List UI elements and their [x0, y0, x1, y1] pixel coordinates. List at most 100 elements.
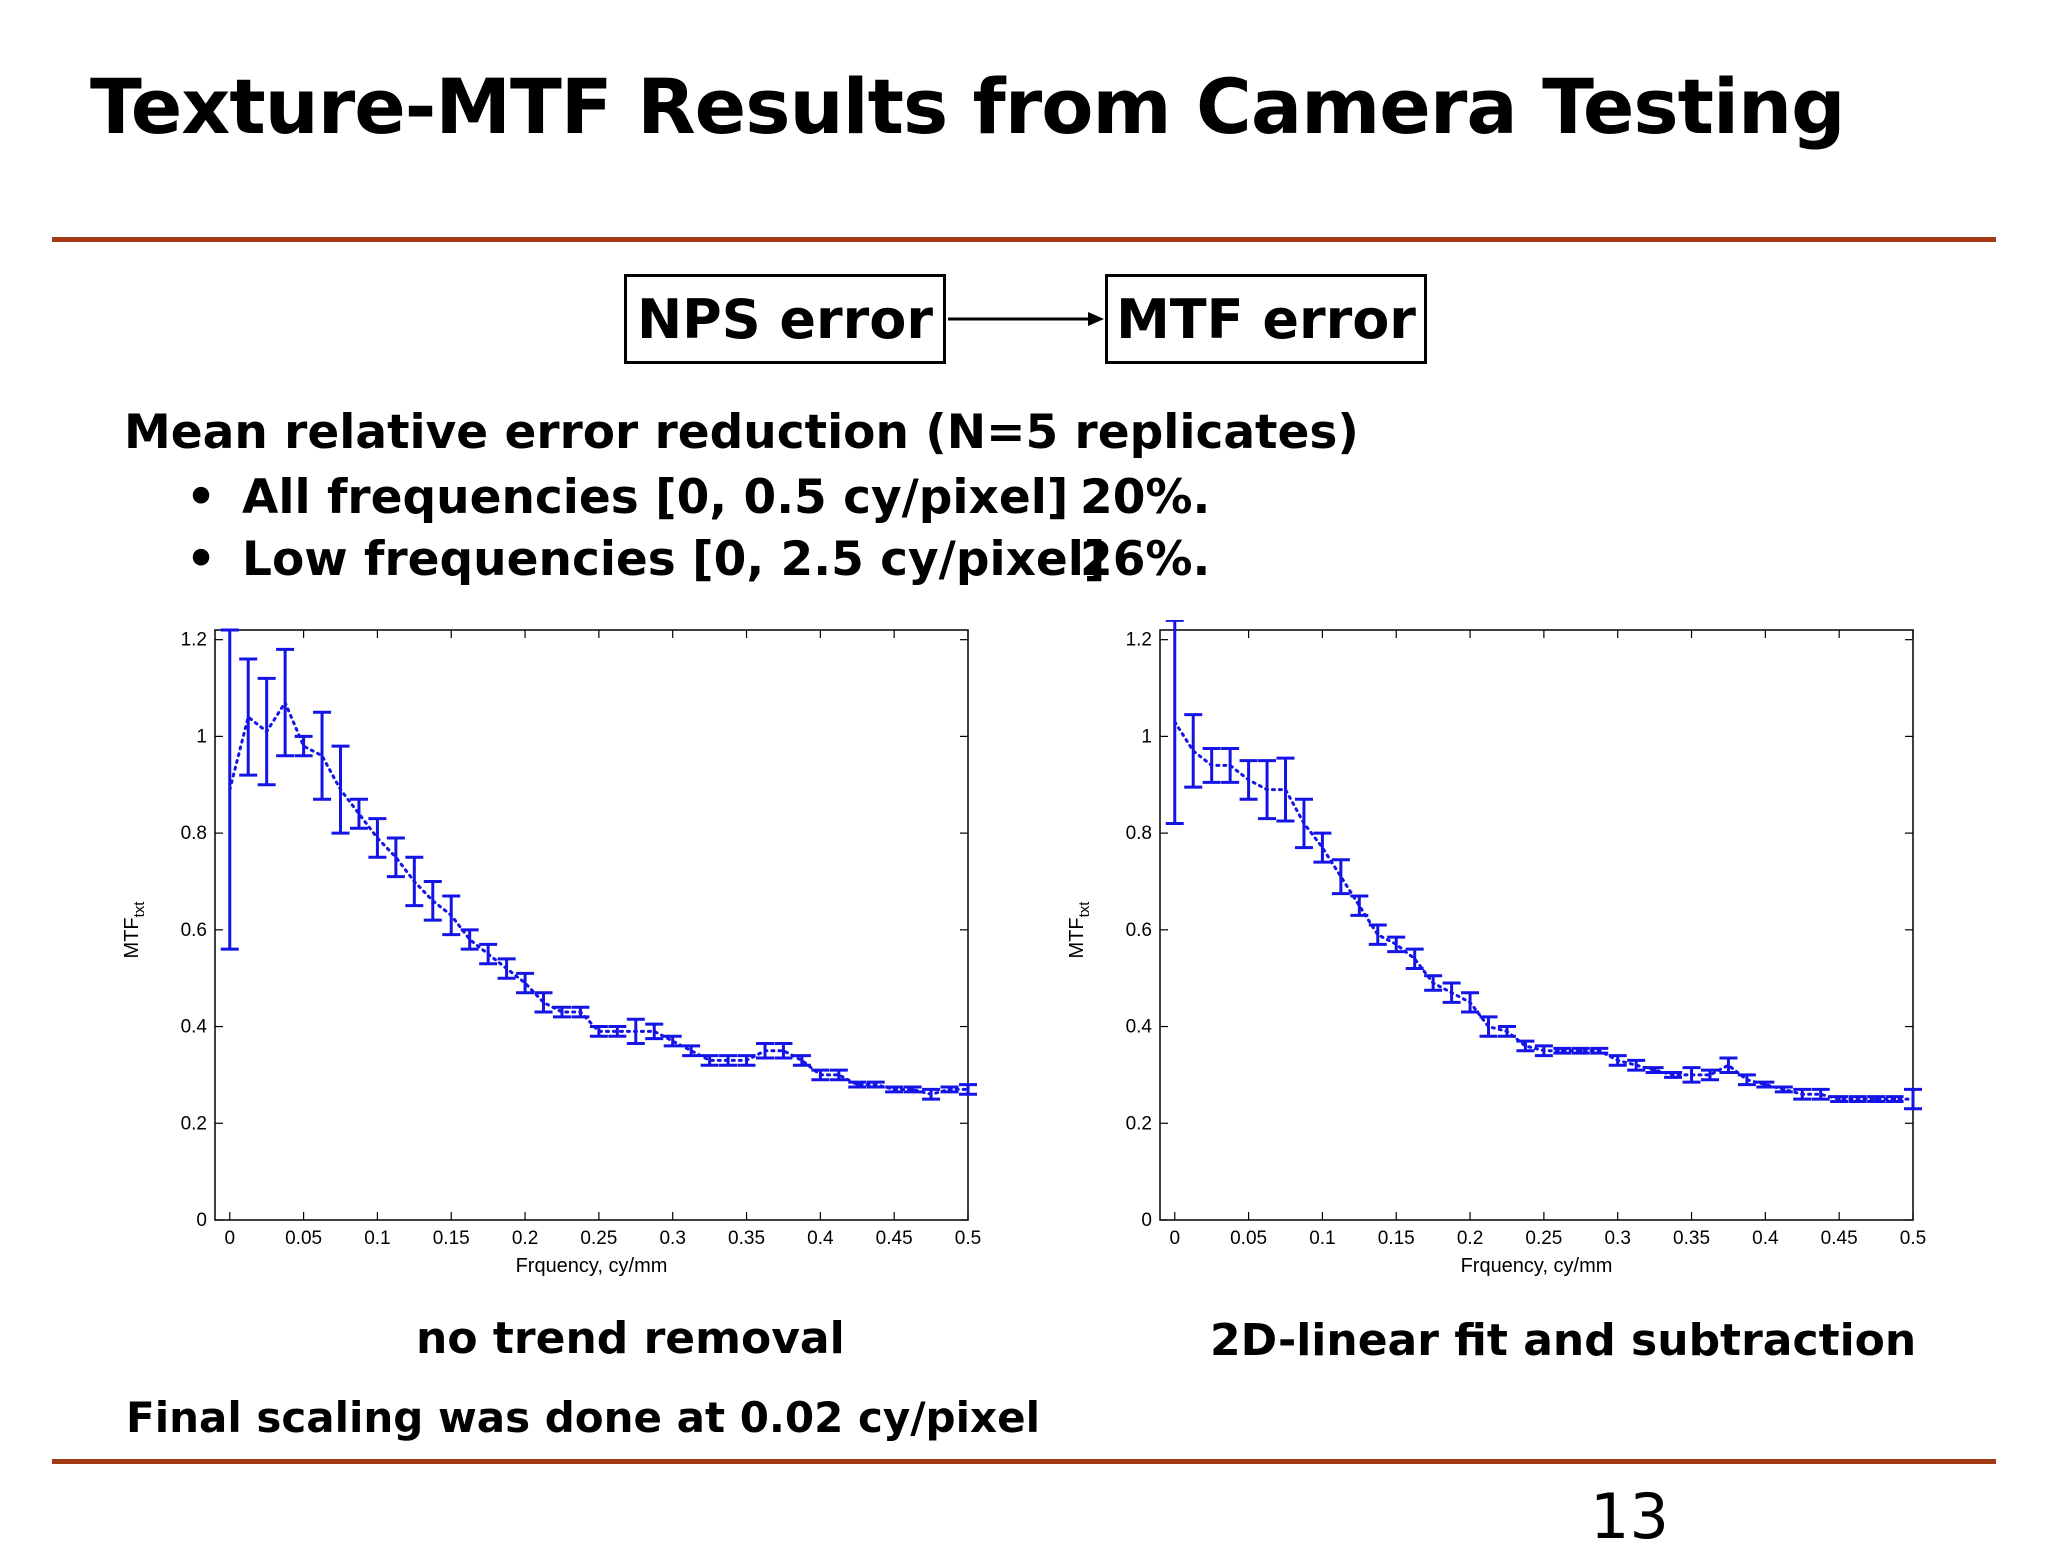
- error-bar: [1830, 1095, 1849, 1104]
- error-bar: [774, 1041, 793, 1060]
- error-bar: [737, 1054, 756, 1067]
- y-tick-label: 1.2: [181, 630, 207, 651]
- bullet-value: 26%.: [1080, 532, 1211, 587]
- y-axis-label-subscript: txt: [1076, 901, 1093, 918]
- error-bar: [1553, 1046, 1572, 1055]
- error-bar: [386, 836, 405, 879]
- y-tick-label: 0.8: [1126, 823, 1152, 844]
- error-bar: [1221, 746, 1240, 784]
- error-bar: [1756, 1080, 1775, 1089]
- error-bar: [792, 1054, 811, 1067]
- error-bar: [460, 928, 479, 951]
- error-bar: [719, 1054, 738, 1067]
- y-tick-label: 0: [196, 1210, 207, 1231]
- error-bar: [700, 1054, 719, 1067]
- error-bar: [1848, 1095, 1867, 1104]
- error-bar: [239, 657, 258, 777]
- error-bar: [1258, 759, 1277, 821]
- bottom-divider: [52, 1459, 1996, 1464]
- error-bar: [866, 1080, 885, 1089]
- error-bar: [940, 1085, 959, 1094]
- flow-arrow-icon: [948, 312, 1104, 326]
- error-bar: [1516, 1039, 1535, 1053]
- y-tick-label: 0.4: [1126, 1017, 1153, 1038]
- x-tick-label: 0.2: [1457, 1228, 1483, 1249]
- error-bar: [885, 1085, 904, 1094]
- plot-frame: [1159, 629, 1914, 1221]
- error-bar: [497, 957, 516, 980]
- error-bar: [405, 855, 424, 908]
- final-scaling-note: Final scaling was done at 0.02 cy/pixel: [126, 1393, 1040, 1442]
- x-tick-label: 0.3: [1604, 1228, 1630, 1249]
- error-bar: [313, 710, 332, 801]
- y-axis-label-main: MTF: [1066, 917, 1088, 958]
- x-tick-label: 0.15: [433, 1228, 470, 1249]
- error-bar: [903, 1085, 922, 1094]
- error-bar: [1608, 1054, 1627, 1067]
- error-bar: [1184, 713, 1203, 789]
- x-tick-label: 0: [224, 1228, 235, 1249]
- error-bar: [1276, 756, 1295, 823]
- error-bar: [663, 1034, 682, 1048]
- y-tick-label: 1.2: [1126, 630, 1152, 651]
- y-tick-label: 0.8: [181, 823, 207, 844]
- x-tick-label: 0.45: [876, 1228, 913, 1249]
- error-bar: [368, 817, 387, 859]
- y-tick-label: 0: [1141, 1210, 1152, 1231]
- x-tick-label: 0.25: [580, 1228, 617, 1249]
- error-bar: [1885, 1095, 1904, 1104]
- error-bar: [829, 1068, 848, 1082]
- error-bar: [1405, 947, 1424, 971]
- y-tick-label: 0.2: [1126, 1113, 1152, 1134]
- error-bar: [1534, 1044, 1553, 1058]
- error-bar: [1424, 974, 1443, 992]
- x-tick-label: 0.5: [1900, 1228, 1926, 1249]
- error-bar: [1590, 1046, 1609, 1055]
- error-bar: [1350, 894, 1369, 917]
- error-bar: [571, 1005, 590, 1019]
- bullet-text: All frequencies [0, 0.5 cy/pixel]: [242, 470, 1069, 525]
- x-tick-label: 0.15: [1378, 1228, 1415, 1249]
- error-bar: [1719, 1056, 1738, 1074]
- error-bar: [1461, 991, 1480, 1014]
- x-tick-label: 0.5: [955, 1228, 981, 1249]
- error-bar: [811, 1068, 830, 1082]
- x-tick-label: 0.05: [285, 1228, 322, 1249]
- error-bar: [922, 1087, 941, 1101]
- error-bar: [516, 971, 535, 995]
- error-bar: [1442, 981, 1461, 1004]
- x-tick-label: 0.4: [1752, 1228, 1779, 1249]
- chart-2d-linear-fit: 0 0.05 0.1 0.15 0.2 0.25 0.3 0.35 0.4 0.45 0.5 0 0.2…: [1066, 620, 1926, 1277]
- x-tick-label: 0: [1169, 1228, 1180, 1249]
- error-bar: [1627, 1058, 1646, 1072]
- bullet-glyph: •: [186, 532, 217, 587]
- bullet-text: Low frequencies [0, 2.5 cy/pixel]: [242, 532, 1106, 587]
- error-bar: [1497, 1025, 1516, 1038]
- x-tick-label: 0.3: [659, 1228, 685, 1249]
- error-bar: [1811, 1087, 1830, 1101]
- error-bar: [1313, 831, 1332, 864]
- x-tick-label: 0.45: [1821, 1228, 1858, 1249]
- top-divider: [52, 237, 1996, 242]
- error-bar: [1867, 1095, 1886, 1104]
- x-tick-label: 0.1: [1309, 1228, 1335, 1249]
- error-bar: [294, 734, 313, 758]
- slide-title: Texture-MTF Results from Camera Testing: [90, 62, 1845, 151]
- y-axis-label: MTFtxt: [1066, 901, 1093, 959]
- plot-frame: [214, 629, 969, 1221]
- x-tick-label: 0.35: [1673, 1228, 1710, 1249]
- error-bar: [1682, 1066, 1701, 1084]
- error-bar: [959, 1083, 977, 1096]
- error-bar: [848, 1080, 867, 1089]
- y-axis-label-subscript: txt: [131, 901, 148, 918]
- error-bar: [1479, 1015, 1498, 1038]
- error-bar: [552, 1005, 571, 1019]
- x-tick-label: 0.35: [728, 1228, 765, 1249]
- x-axis-label: Frquency, cy/mm: [1461, 1255, 1613, 1277]
- y-axis-label-main: MTF: [121, 917, 143, 958]
- y-tick-label: 0.2: [181, 1113, 207, 1134]
- bullet-value: 20%.: [1080, 470, 1211, 525]
- error-bar: [589, 1025, 608, 1038]
- error-bar: [423, 879, 442, 922]
- error-bar: [534, 991, 553, 1014]
